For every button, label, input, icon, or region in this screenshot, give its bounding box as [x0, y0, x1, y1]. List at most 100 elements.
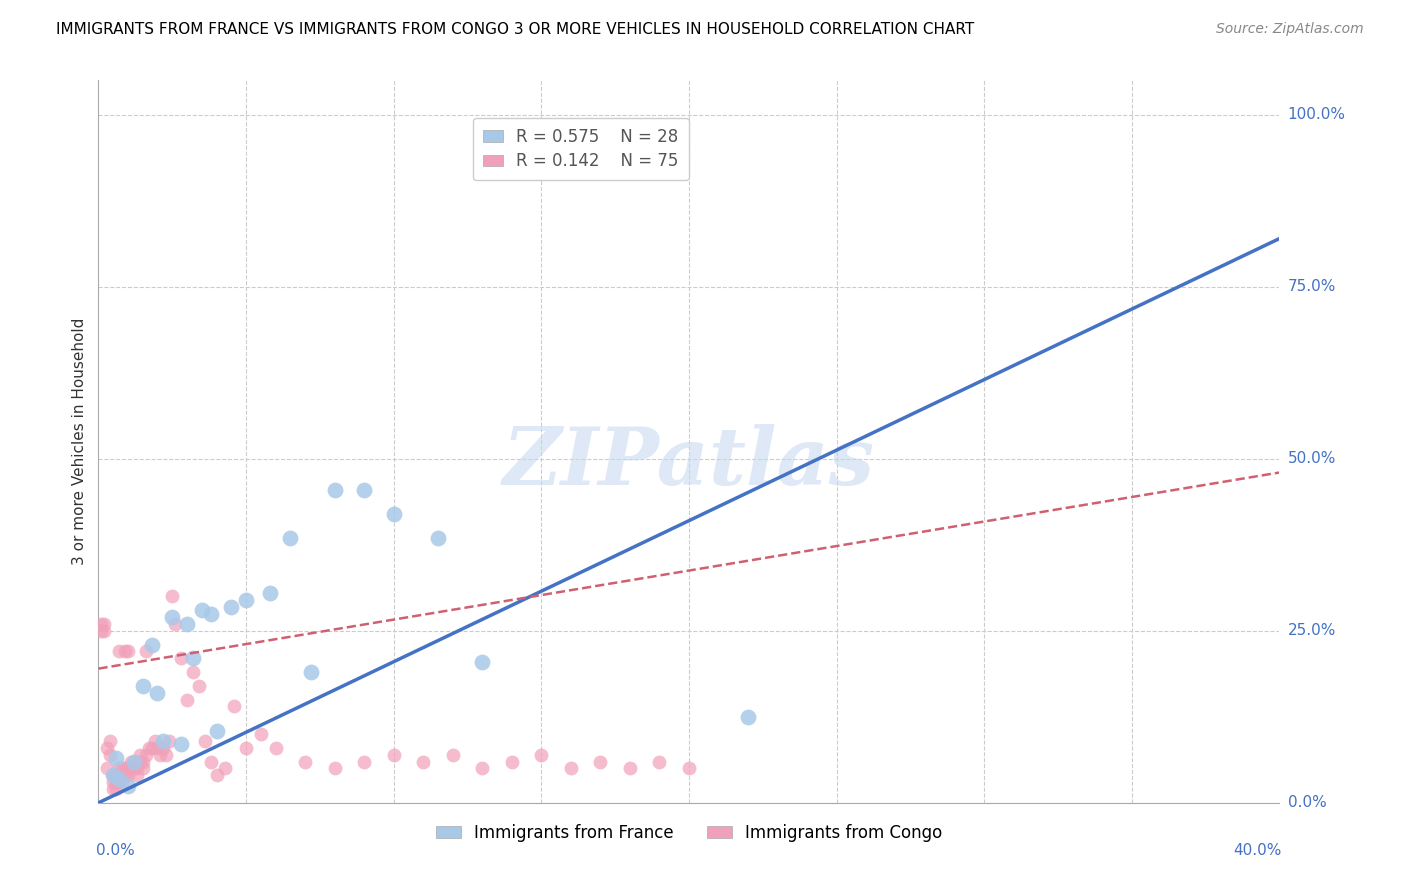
Point — [105, 768, 128, 782]
Point — [200, 607, 222, 621]
Point — [235, 592, 257, 607]
Point — [501, 755, 523, 769]
Point — [187, 679, 209, 693]
Point — [108, 761, 131, 775]
Point — [128, 747, 150, 762]
Point — [114, 761, 136, 775]
Point — [530, 747, 553, 762]
Text: IMMIGRANTS FROM FRANCE VS IMMIGRANTS FROM CONGO 3 OR MORE VEHICLES IN HOUSEHOLD : IMMIGRANTS FROM FRANCE VS IMMIGRANTS FRO… — [56, 22, 974, 37]
Point — [120, 755, 142, 769]
Point — [280, 531, 302, 545]
Point — [221, 599, 243, 614]
Y-axis label: 3 or more Vehicles in Household: 3 or more Vehicles in Household — [72, 318, 87, 566]
Point — [224, 699, 246, 714]
Point — [194, 734, 217, 748]
Point — [128, 755, 150, 769]
Point — [157, 734, 180, 748]
Point — [176, 616, 198, 631]
Point — [162, 610, 183, 624]
Point — [427, 531, 450, 545]
Point — [138, 740, 160, 755]
Point — [235, 740, 257, 755]
Point — [96, 761, 118, 775]
Point — [152, 734, 174, 748]
Point — [135, 747, 157, 762]
Point — [122, 761, 145, 775]
Point — [114, 644, 136, 658]
Point — [471, 655, 494, 669]
Point — [299, 665, 322, 679]
Point — [200, 755, 222, 769]
Point — [117, 761, 139, 775]
Text: 50.0%: 50.0% — [1288, 451, 1336, 467]
Point — [143, 734, 166, 748]
Point — [93, 624, 115, 638]
Point — [294, 755, 316, 769]
Point — [103, 768, 125, 782]
Point — [108, 644, 131, 658]
Text: 0.0%: 0.0% — [96, 843, 135, 857]
Point — [205, 768, 228, 782]
Point — [114, 768, 136, 782]
Point — [122, 755, 145, 769]
Point — [353, 483, 375, 497]
Point — [737, 710, 759, 724]
Point — [93, 616, 115, 631]
Legend: Immigrants from France, Immigrants from Congo: Immigrants from France, Immigrants from … — [429, 817, 949, 848]
Point — [108, 772, 131, 786]
Point — [103, 782, 125, 797]
Text: 100.0%: 100.0% — [1288, 107, 1346, 122]
Point — [90, 624, 112, 638]
Text: 75.0%: 75.0% — [1288, 279, 1336, 294]
Point — [98, 747, 121, 762]
Point — [155, 747, 177, 762]
Point — [170, 651, 193, 665]
Point — [146, 686, 169, 700]
Text: 40.0%: 40.0% — [1233, 843, 1282, 857]
Point — [96, 740, 118, 755]
Text: ZIPatlas: ZIPatlas — [503, 425, 875, 502]
Point — [132, 755, 155, 769]
Point — [111, 768, 134, 782]
Point — [170, 737, 193, 751]
Text: 0.0%: 0.0% — [1288, 796, 1326, 810]
Point — [120, 761, 142, 775]
Point — [648, 755, 671, 769]
Text: 25.0%: 25.0% — [1288, 624, 1336, 639]
Point — [105, 751, 128, 765]
Point — [108, 775, 131, 789]
Point — [181, 651, 204, 665]
Point — [149, 747, 172, 762]
Point — [560, 761, 582, 775]
Point — [90, 616, 112, 631]
Point — [103, 768, 125, 782]
Point — [117, 644, 139, 658]
Point — [162, 590, 183, 604]
Point — [108, 768, 131, 782]
Point — [323, 761, 346, 775]
Text: Source: ZipAtlas.com: Source: ZipAtlas.com — [1216, 22, 1364, 37]
Point — [589, 755, 612, 769]
Point — [323, 483, 346, 497]
Point — [125, 768, 148, 782]
Point — [205, 723, 228, 738]
Point — [264, 740, 287, 755]
Point — [471, 761, 494, 775]
Point — [132, 761, 155, 775]
Point — [98, 734, 121, 748]
Point — [382, 507, 405, 521]
Point — [165, 616, 187, 631]
Point — [111, 761, 134, 775]
Point — [111, 775, 134, 789]
Point — [382, 747, 405, 762]
Point — [103, 775, 125, 789]
Point — [117, 779, 139, 793]
Point — [214, 761, 236, 775]
Point — [191, 603, 214, 617]
Point — [132, 679, 155, 693]
Point — [141, 740, 163, 755]
Point — [353, 755, 375, 769]
Point — [122, 755, 145, 769]
Point — [441, 747, 464, 762]
Point — [117, 768, 139, 782]
